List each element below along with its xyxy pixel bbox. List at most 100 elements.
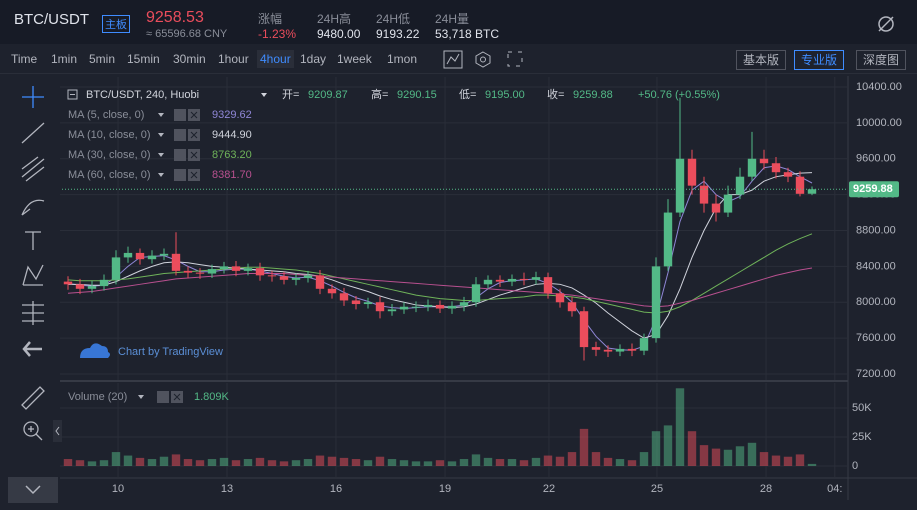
x-tick-label: 16 [330,483,342,495]
settings-button[interactable] [174,129,186,141]
candle-body [183,270,193,273]
volume-bar [459,459,469,466]
fullscreen-button[interactable] [507,51,523,67]
settings-button[interactable] [174,169,186,181]
volume-bar [435,460,445,466]
fib-tool[interactable] [21,156,45,182]
candle-body [771,163,781,173]
back-tool[interactable] [22,341,42,357]
candle-body [783,172,793,177]
settings-button[interactable] [174,109,186,121]
volume-bar [183,459,193,466]
ma-legend-name: MA (5, close, 0) [68,109,144,121]
view-button[interactable]: 深度图 [856,50,907,70]
remove-icon [190,111,198,119]
view-button[interactable]: 专业版 [794,50,845,70]
chart-background [60,76,917,510]
candle-body [375,302,385,312]
settings-button[interactable] [475,51,491,68]
candle-body [603,349,613,352]
collapse-side-icon [55,426,60,436]
x-tick-label: 13 [221,483,233,495]
collapse-side[interactable] [53,420,62,442]
y-tick-label: 10400.00 [856,81,902,93]
header: BTC/USDT 主板 9258.53 ≈ 65596.68 CNY 涨幅 -1.… [0,0,917,44]
interval-button[interactable]: 1mon [387,52,418,66]
view-button[interactable]: 基本版 [736,50,787,70]
interval-button[interactable]: 1min [51,52,78,66]
candle-body [399,306,409,310]
ohlc-value: 9290.15 [397,89,437,101]
volume-bar [591,452,601,466]
volume-bar [207,459,217,466]
remove-icon [190,171,198,179]
x-tick-label: 22 [543,483,555,495]
volume-bar [411,461,421,466]
interval-button[interactable]: 5min [89,52,116,66]
candle-body [99,279,109,287]
candle-body [267,275,277,277]
stat-label: 24H量 [435,12,470,26]
volume-bar [327,456,337,466]
x-tick-label: 25 [651,483,663,495]
indicator-button[interactable] [443,50,463,69]
candle-body [615,348,625,352]
stat-value: 9480.00 [317,27,361,41]
volume-legend-value: 1.809K [194,391,230,403]
volume-bar [339,457,349,466]
dropdown-icon [158,113,164,117]
volume-bar [255,457,265,466]
watermark: Chart by TradingView [118,346,223,358]
volume-bar [399,460,409,466]
ma-line [67,267,813,308]
candle-body [795,176,805,194]
brush-tool[interactable] [21,199,45,216]
candle-body [531,277,541,280]
text-tool[interactable] [25,231,41,250]
stat-label: 24H高 [317,12,352,26]
interval-button[interactable]: 1day [300,52,327,66]
pattern-tool[interactable] [22,264,44,286]
forecast-tool[interactable] [22,301,44,325]
remove-icon [190,151,198,159]
remove-icon [173,393,181,401]
volume-bar [519,460,529,466]
volume-tick-label: 50K [852,402,872,414]
interval-button[interactable]: 1week [337,52,372,66]
candle-body [279,276,289,280]
zoom-tool[interactable] [23,421,43,441]
ma-legend-name: MA (60, close, 0) [68,169,151,181]
collapse-legend[interactable] [67,89,78,100]
volume-bar [615,459,625,466]
x-tick-label: 28 [760,483,772,495]
interval-button[interactable]: 4hour [257,50,294,68]
volume-bar [243,459,253,466]
candle-body [699,185,709,204]
ma-legend-value: 8763.20 [212,149,252,161]
settings-button[interactable] [157,391,169,403]
toolbar: Time 1min 5min 15min 30min 1hour 4hour 1day 1wee… [0,46,917,74]
candle-body [195,272,205,274]
interval-button[interactable]: Time [11,52,38,66]
last-price-label: 9259.88 [853,183,893,195]
interval-button[interactable]: 1hour [218,52,249,66]
interval-button[interactable]: 15min [127,52,160,66]
theme-icon[interactable] [876,14,896,34]
candle-body [579,311,589,348]
candle-body [87,286,97,289]
dropdown-icon [158,173,164,177]
collapse-button[interactable] [8,477,58,503]
volume-bar [723,449,733,466]
interval-button[interactable]: 30min [173,52,206,66]
ruler-tool[interactable] [21,386,45,410]
volume-bar [363,460,373,466]
stat-value: -1.23% [258,27,297,41]
crosshair-tool[interactable] [22,86,44,108]
line-tool[interactable] [21,122,45,144]
settings-button[interactable] [174,149,186,161]
volume-bar [195,460,205,466]
candle-body [327,288,337,294]
volume-tick-label: 0 [852,460,858,472]
candle-body [435,304,445,309]
